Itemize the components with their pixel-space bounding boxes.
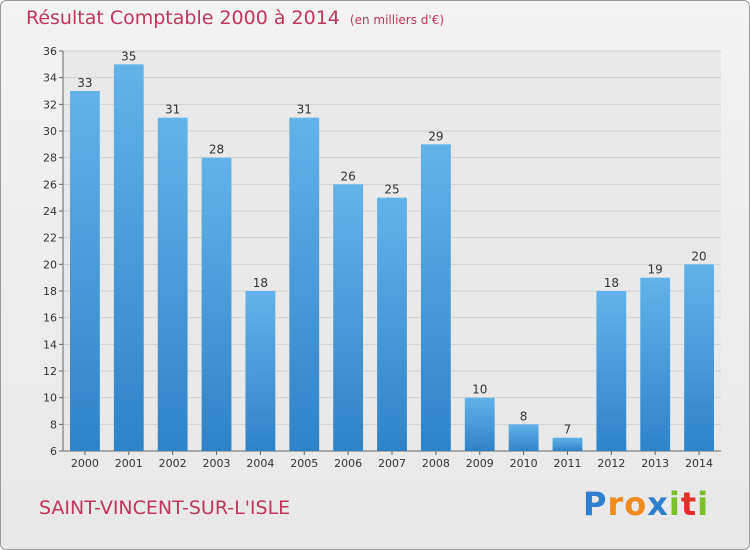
x-tick-label: 2014: [685, 457, 713, 470]
y-tick-label: 12: [43, 365, 57, 378]
y-tick-label: 24: [43, 205, 57, 218]
data-label: 33: [77, 76, 92, 90]
logo-letter: i: [697, 485, 710, 523]
x-tick-label: 2007: [378, 457, 406, 470]
bar: [420, 144, 451, 452]
x-tick-label: 2002: [159, 457, 187, 470]
data-label: 29: [428, 129, 443, 143]
x-tick-label: 2005: [290, 457, 318, 470]
y-tick-label: 34: [43, 72, 57, 85]
y-tick-label: 22: [43, 232, 57, 245]
x-tick-label: 2013: [641, 457, 669, 470]
data-label: 25: [384, 183, 399, 197]
chart-title-text: Résultat Comptable 2000 à 2014: [26, 7, 340, 29]
data-label: 18: [604, 276, 619, 290]
bar: [684, 264, 714, 451]
y-tick-label: 6: [50, 445, 57, 458]
unit-note: (en milliers d'€): [349, 13, 445, 27]
data-label: 8: [520, 409, 528, 423]
y-tick-label: 20: [43, 258, 57, 271]
bar: [70, 91, 100, 451]
place-name: SAINT-VINCENT-SUR-L'ISLE: [39, 497, 291, 519]
data-label: 26: [340, 169, 355, 183]
data-label: 19: [648, 263, 663, 277]
x-tick-label: 2012: [597, 457, 625, 470]
bar: [508, 424, 539, 451]
y-tick-label: 10: [43, 392, 57, 405]
y-tick-label: 28: [43, 152, 57, 165]
logo-letter: P: [583, 485, 608, 523]
bar: [596, 291, 627, 451]
data-label: 31: [165, 103, 180, 117]
logo-letter: x: [647, 485, 669, 523]
data-label: 7: [564, 423, 572, 437]
bar: [245, 291, 276, 451]
x-tick-label: 2001: [115, 457, 143, 470]
x-tick-label: 2011: [553, 457, 581, 470]
data-label: 18: [253, 276, 268, 290]
x-tick-label: 2000: [71, 457, 99, 470]
y-tick-label: 14: [43, 338, 57, 351]
chart-title: Résultat Comptable 2000 à 2014 (en millie…: [26, 7, 444, 29]
bar: [201, 157, 232, 451]
y-tick-label: 32: [43, 98, 57, 111]
x-tick-label: 2003: [203, 457, 231, 470]
y-tick-label: 26: [43, 178, 57, 191]
bar: [640, 277, 671, 451]
logo-letter: r: [607, 485, 625, 523]
data-label: 28: [209, 143, 224, 157]
bar: [464, 397, 495, 451]
data-label: 10: [472, 383, 487, 397]
logo-letter: i: [668, 485, 681, 523]
bar: [333, 184, 364, 452]
y-tick-label: 30: [43, 125, 57, 138]
y-tick-label: 36: [43, 45, 57, 58]
data-label: 35: [121, 49, 136, 63]
proxiti-logo: Proxiti: [583, 485, 709, 523]
bar: [552, 437, 583, 451]
y-tick-label: 18: [43, 285, 57, 298]
logo-letter: t: [680, 485, 698, 523]
y-tick-label: 16: [43, 312, 57, 325]
x-tick-label: 2006: [334, 457, 362, 470]
bar: [289, 117, 320, 452]
data-label: 20: [691, 249, 706, 263]
bar: [157, 117, 188, 452]
x-tick-label: 2004: [246, 457, 274, 470]
x-tick-label: 2010: [510, 457, 538, 470]
bar: [377, 197, 407, 451]
x-tick-label: 2009: [466, 457, 494, 470]
data-label: 31: [297, 103, 312, 117]
bar: [113, 64, 144, 452]
x-tick-label: 2008: [422, 457, 450, 470]
y-tick-label: 8: [50, 418, 57, 431]
logo-letter: o: [624, 485, 648, 523]
